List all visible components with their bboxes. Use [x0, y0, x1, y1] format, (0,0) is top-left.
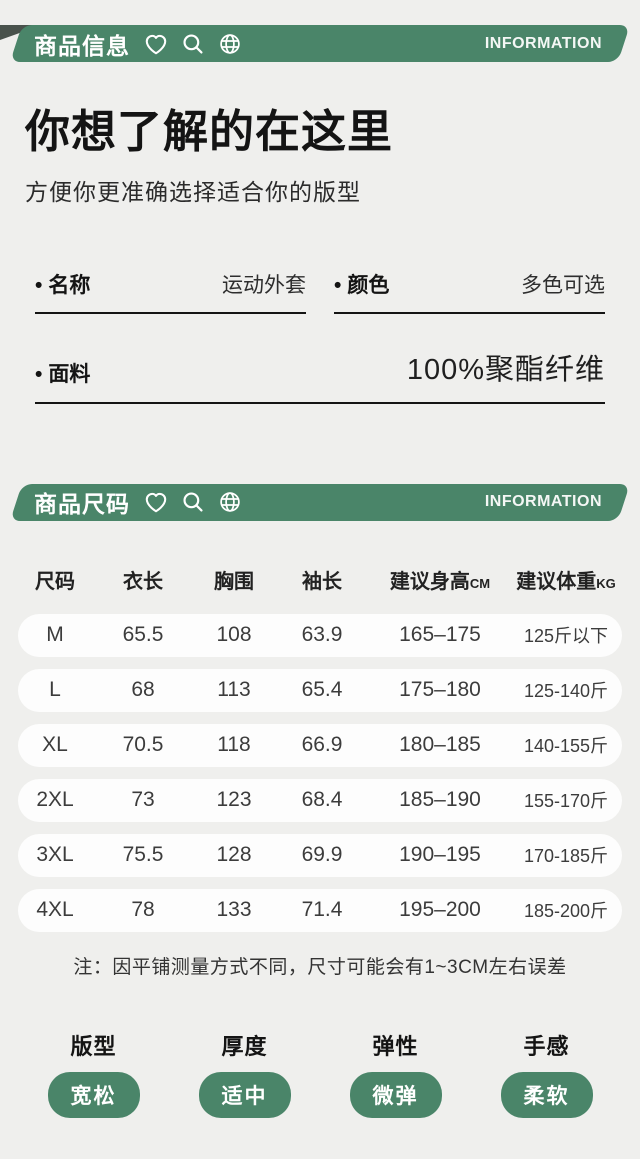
cell-length: 73 — [131, 788, 155, 812]
cell-size: 2XL — [36, 788, 74, 812]
cell-chest: 123 — [216, 788, 252, 812]
cell-size: 4XL — [36, 898, 74, 922]
globe-icon — [220, 33, 240, 54]
attr-fit-label: 版型 — [70, 1033, 117, 1059]
field-name-value: 运动外套 — [222, 273, 306, 297]
table-row-3xl: 3XL 75.5 128 69.9 190–195 170-185斤 — [18, 833, 622, 877]
size-table: 尺码 衣长 胸围 袖长 建议身高CM 建议体重KG M 65.5 108 63.… — [18, 565, 622, 979]
field-fabric-value: 100%聚酯纤维 — [406, 353, 605, 386]
cell-height: 180–185 — [399, 733, 481, 757]
attr-feel-value: 柔软 — [500, 1071, 593, 1118]
field-fabric: • 面料 100%聚酯纤维 — [35, 346, 605, 404]
col-weight-unit: KG — [596, 575, 616, 591]
attr-thickness-value: 适中 — [198, 1071, 291, 1118]
product-info-header: 商品信息 INFORMATION — [9, 25, 631, 62]
size-chart-header: 商品尺码 INFORMATION — [9, 483, 631, 521]
attr-elasticity-label: 弹性 — [372, 1033, 419, 1059]
header-icons — [143, 489, 243, 515]
cell-height: 165–175 — [399, 623, 481, 647]
hero-section: 你想了解的在这里 方便你更准确选择适合你的版型 — [25, 106, 615, 207]
attributes-section: 版型 宽松 厚度 适中 弹性 微弹 手感 柔软 — [18, 1029, 622, 1118]
cell-weight: 140-155斤 — [523, 736, 609, 757]
col-length: 衣长 — [123, 570, 163, 593]
cell-weight: 185-200斤 — [523, 901, 609, 922]
attr-feel-label: 手感 — [523, 1033, 570, 1059]
field-color-label: 颜色 — [347, 273, 390, 297]
cell-sleeve: 68.4 — [301, 788, 343, 812]
cell-height: 190–195 — [399, 843, 481, 867]
cell-length: 68 — [131, 678, 155, 702]
cell-chest: 133 — [216, 898, 252, 922]
cell-height: 195–200 — [399, 898, 481, 922]
cell-weight: 155-170斤 — [523, 791, 609, 812]
bullet-icon: • — [334, 273, 342, 297]
table-row-xl: XL 70.5 118 66.9 180–185 140-155斤 — [18, 723, 622, 767]
cell-sleeve: 71.4 — [301, 898, 343, 922]
cell-height: 175–180 — [399, 678, 481, 702]
page-subtitle: 方便你更准确选择适合你的版型 — [25, 178, 361, 205]
attr-thickness-label: 厚度 — [221, 1033, 268, 1059]
cell-sleeve: 63.9 — [301, 623, 343, 647]
attr-thickness: 厚度 适中 — [169, 1029, 320, 1118]
attr-feel: 手感 柔软 — [471, 1029, 622, 1118]
globe-icon — [220, 492, 240, 512]
cell-length: 78 — [131, 898, 155, 922]
measurement-note: 注：因平铺测量方式不同，尺寸可能会有1~3CM左右误差 — [73, 956, 567, 978]
cell-height: 185–190 — [399, 788, 481, 812]
magnifier-icon — [183, 492, 203, 512]
field-fabric-label: 面料 — [48, 362, 91, 386]
information-label: INFORMATION — [484, 493, 602, 511]
cell-chest: 128 — [216, 843, 252, 867]
cell-chest: 108 — [216, 623, 252, 647]
size-table-header: 尺码 衣长 胸围 袖长 建议身高CM 建议体重KG — [18, 565, 622, 594]
cell-weight: 125-140斤 — [523, 681, 609, 702]
table-row-2xl: 2XL 73 123 68.4 185–190 155-170斤 — [18, 778, 622, 822]
cell-size: 3XL — [36, 843, 74, 867]
cell-sleeve: 69.9 — [301, 843, 343, 867]
bullet-icon: • — [35, 273, 43, 297]
col-height: 建议身高 — [389, 570, 470, 593]
information-label: INFORMATION — [484, 34, 602, 52]
field-name: • 名称 运动外套 — [35, 269, 306, 314]
table-row-4xl: 4XL 78 133 71.4 195–200 185-200斤 — [18, 888, 622, 932]
table-row-m: M 65.5 108 63.9 165–175 125斤以下 — [18, 613, 622, 657]
table-row-l: L 68 113 65.4 175–180 125-140斤 — [18, 668, 622, 712]
heart-icon — [145, 34, 167, 54]
attr-fit: 版型 宽松 — [18, 1029, 169, 1118]
attr-elasticity-value: 微弹 — [349, 1071, 442, 1118]
section-title: 商品信息 — [34, 32, 130, 59]
cell-sleeve: 65.4 — [301, 678, 343, 702]
cell-sleeve: 66.9 — [301, 733, 343, 757]
field-color-value: 多色可选 — [521, 273, 605, 297]
heart-icon — [145, 493, 167, 513]
col-chest: 胸围 — [214, 570, 254, 593]
bullet-icon: • — [35, 362, 43, 386]
header-icons — [143, 31, 243, 57]
cell-size: L — [49, 678, 61, 702]
cell-weight: 170-185斤 — [523, 846, 609, 867]
cell-length: 75.5 — [122, 843, 164, 867]
cell-size: XL — [42, 733, 68, 757]
col-weight: 建议体重 — [516, 570, 597, 593]
page-title: 你想了解的在这里 — [25, 106, 394, 157]
cell-weight: 125斤以下 — [523, 626, 609, 647]
cell-length: 65.5 — [122, 623, 164, 647]
cell-size: M — [46, 623, 64, 647]
col-height-unit: CM — [469, 575, 491, 591]
section-title: 商品尺码 — [34, 491, 130, 518]
field-color: • 颜色 多色可选 — [334, 269, 605, 314]
product-info-section: • 名称 运动外套 • 颜色 多色可选 • 面料 100%聚酯纤维 — [35, 269, 605, 404]
cell-length: 70.5 — [122, 733, 164, 757]
cell-chest: 118 — [217, 733, 251, 757]
field-name-label: 名称 — [48, 273, 91, 297]
attr-elasticity: 弹性 微弹 — [320, 1029, 471, 1118]
magnifier-icon — [183, 33, 203, 54]
attr-fit-value: 宽松 — [47, 1071, 140, 1118]
col-size: 尺码 — [35, 570, 75, 593]
cell-chest: 113 — [217, 678, 251, 702]
col-sleeve: 袖长 — [302, 570, 342, 593]
